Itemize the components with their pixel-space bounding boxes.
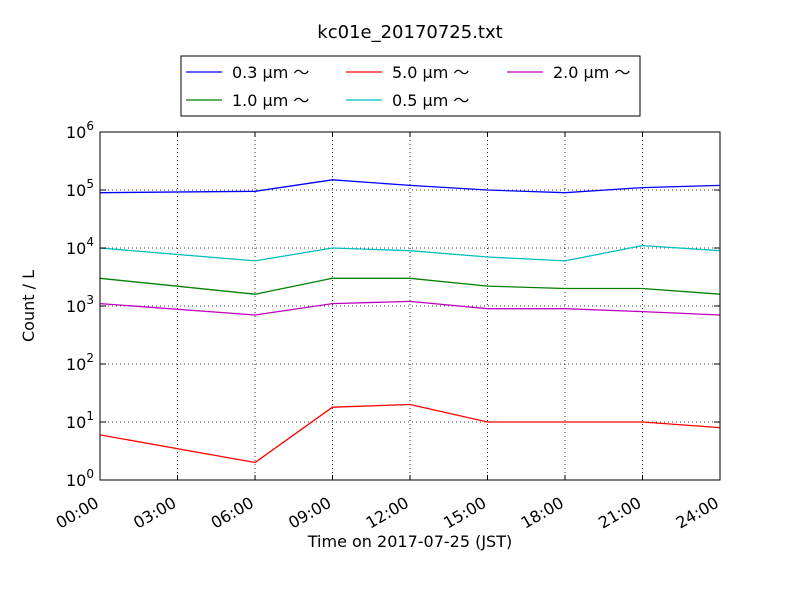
legend-label: 0.5 μm ～ xyxy=(392,91,469,110)
x-tick-label: 18:00 xyxy=(518,493,567,533)
x-tick-label: 21:00 xyxy=(595,493,644,533)
y-tick-label: 101 xyxy=(66,409,94,432)
x-axis-label: Time on 2017-07-25 (JST) xyxy=(307,532,512,551)
legend-label: 1.0 μm ～ xyxy=(232,91,309,110)
series-line xyxy=(99,244,721,262)
y-axis-label: Count / L xyxy=(19,270,38,342)
x-tick-label: 12:00 xyxy=(363,493,412,533)
y-tick-label: 104 xyxy=(66,235,94,258)
x-tick-label: 24:00 xyxy=(673,493,722,533)
y-tick-label: 100 xyxy=(66,467,94,490)
chart-title: kc01e_20170725.txt xyxy=(317,22,502,43)
grid xyxy=(100,132,720,480)
legend-label: 2.0 μm ～ xyxy=(553,63,630,82)
legend-label: 5.0 μm ～ xyxy=(392,63,469,82)
x-tick-label: 06:00 xyxy=(208,493,257,533)
y-tick-label: 105 xyxy=(66,177,94,200)
y-tick-label: 106 xyxy=(66,119,94,142)
series-line xyxy=(99,179,721,194)
x-tick-label: 00:00 xyxy=(53,493,102,533)
y-axis: 100 101 102 103 104 105 106 xyxy=(66,119,720,490)
series-line xyxy=(99,300,721,316)
x-tick-label: 03:00 xyxy=(130,493,179,533)
x-tick-label: 15:00 xyxy=(440,493,489,533)
series-group xyxy=(99,179,721,464)
series-line xyxy=(99,403,721,464)
legend-label: 0.3 μm ～ xyxy=(232,63,309,82)
y-tick-label: 103 xyxy=(66,293,94,316)
x-tick-label: 09:00 xyxy=(285,493,334,533)
series-line xyxy=(99,277,721,295)
y-tick-label: 102 xyxy=(66,351,94,374)
legend: 0.3 μm ～ 1.0 μm ～ 5.0 μm ～ 0.5 μm ～ 2.0 μm ～ xyxy=(180,55,641,117)
legend-box xyxy=(180,55,641,117)
